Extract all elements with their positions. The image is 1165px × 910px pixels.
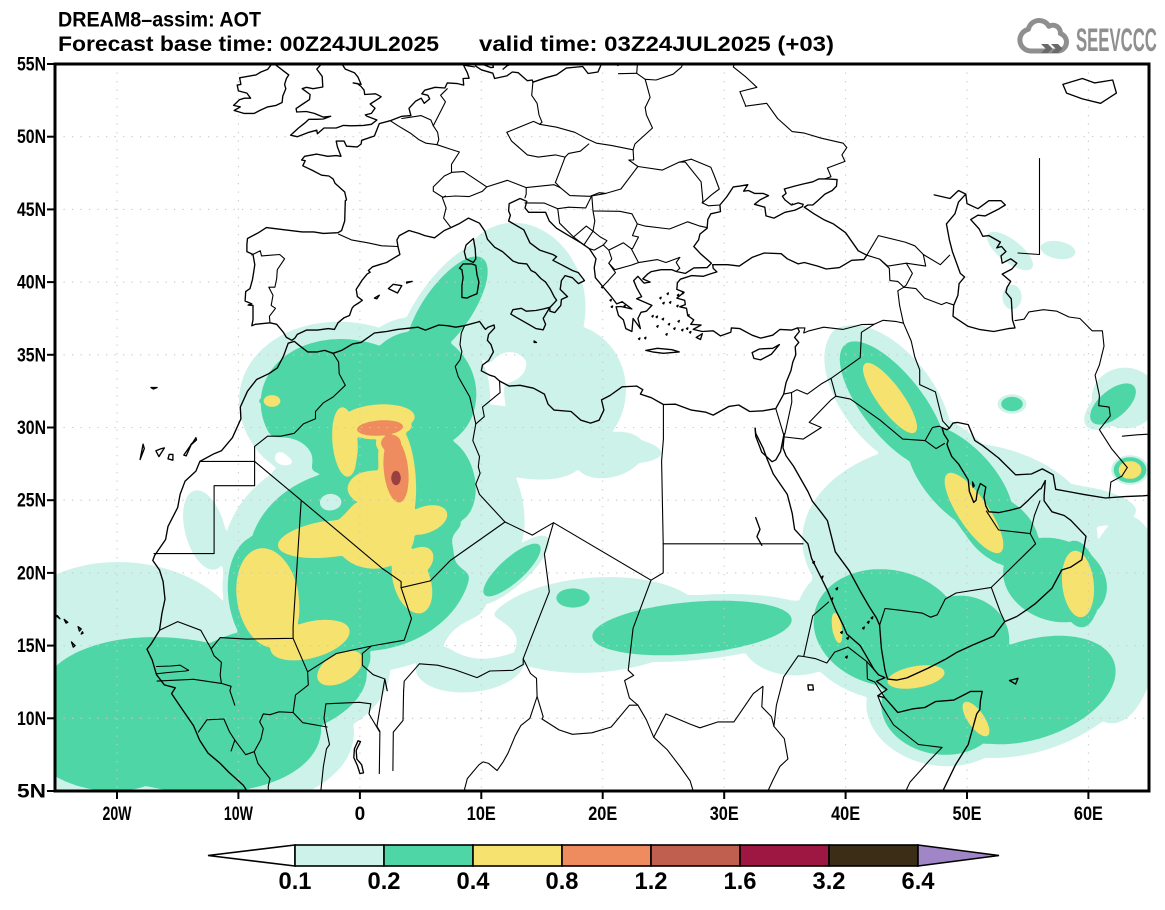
svg-text:50E: 50E bbox=[953, 804, 982, 825]
svg-text:1.2: 1.2 bbox=[635, 868, 668, 895]
svg-text:6.4: 6.4 bbox=[902, 868, 936, 895]
svg-text:10E: 10E bbox=[467, 804, 496, 825]
svg-text:45N: 45N bbox=[17, 200, 46, 221]
svg-text:3.2: 3.2 bbox=[813, 868, 846, 895]
svg-text:40N: 40N bbox=[17, 273, 46, 294]
svg-text:30N: 30N bbox=[17, 418, 46, 439]
svg-text:25N: 25N bbox=[17, 491, 46, 512]
svg-text:15N: 15N bbox=[17, 636, 46, 657]
svg-text:DREAM8–assim: AOT: DREAM8–assim: AOT bbox=[58, 8, 261, 32]
svg-text:0.4: 0.4 bbox=[457, 868, 491, 895]
svg-text:50N: 50N bbox=[17, 127, 46, 148]
svg-text:10W: 10W bbox=[224, 804, 253, 825]
svg-text:0: 0 bbox=[355, 804, 366, 825]
svg-text:20E: 20E bbox=[588, 804, 617, 825]
svg-text:10N: 10N bbox=[17, 709, 46, 730]
svg-text:0.8: 0.8 bbox=[546, 868, 579, 895]
svg-text:5N: 5N bbox=[17, 782, 46, 803]
svg-text:Forecast base time: 00Z24JUL20: Forecast base time: 00Z24JUL2025 bbox=[58, 32, 439, 56]
svg-text:valid time: 03Z24JUL2025 (+03): valid time: 03Z24JUL2025 (+03) bbox=[479, 32, 834, 56]
svg-text:1.6: 1.6 bbox=[724, 868, 757, 895]
svg-text:30E: 30E bbox=[710, 804, 739, 825]
svg-text:SEEVCCC: SEEVCCC bbox=[1076, 23, 1157, 58]
svg-text:20W: 20W bbox=[103, 804, 132, 825]
svg-text:55N: 55N bbox=[17, 55, 46, 76]
svg-text:0.2: 0.2 bbox=[368, 868, 401, 895]
svg-text:35N: 35N bbox=[17, 345, 46, 366]
svg-text:0.1: 0.1 bbox=[279, 868, 312, 895]
svg-text:20N: 20N bbox=[17, 563, 46, 584]
svg-text:40E: 40E bbox=[831, 804, 860, 825]
svg-text:60E: 60E bbox=[1074, 804, 1103, 825]
